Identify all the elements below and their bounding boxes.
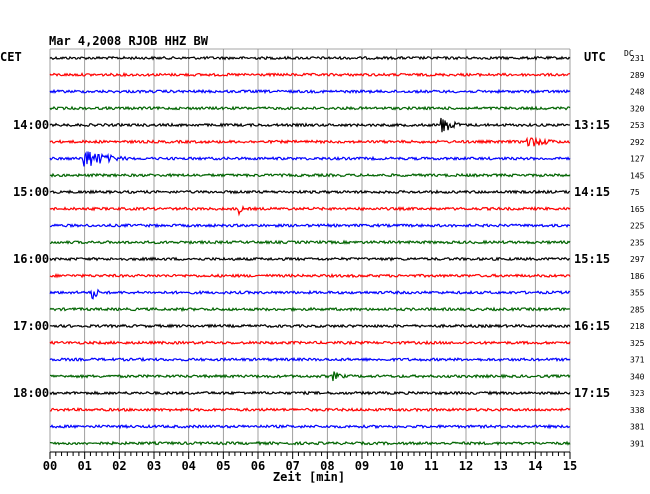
dc-value: 320 [630, 104, 645, 113]
right-timezone-label: UTC [584, 50, 606, 64]
left-time-labels: 14:00 15:00 16:00 17:00 18:00 [13, 118, 49, 400]
right-time-label: 13:15 [574, 118, 610, 132]
dc-value: 127 [630, 155, 645, 164]
trace-10 [49, 222, 571, 229]
dc-value: 355 [630, 289, 645, 298]
dc-value: 381 [630, 423, 645, 432]
right-time-label: 17:15 [574, 386, 610, 400]
right-time-label: 16:15 [574, 319, 610, 333]
trace-21 [49, 407, 571, 413]
right-time-labels: 13:15 14:15 15:15 16:15 17:15 [574, 118, 610, 400]
dc-value: 253 [630, 121, 645, 130]
dc-value: 225 [630, 222, 645, 231]
trace-2 [49, 88, 571, 95]
x-tick-label: 09 [355, 459, 369, 473]
dc-header-label: DC [624, 49, 634, 58]
grid [49, 48, 571, 452]
trace-14 [49, 288, 571, 300]
x-tick-label: 04 [181, 459, 195, 473]
trace-7 [49, 172, 571, 178]
dc-value: 338 [630, 406, 645, 415]
dc-value: 391 [630, 439, 645, 448]
right-time-label: 15:15 [574, 252, 610, 266]
x-tick-label: 13 [493, 459, 507, 473]
x-axis: 00 01 02 03 04 05 06 07 08 09 10 11 12 13 14 15 [43, 451, 577, 473]
trace-8 [49, 189, 571, 195]
trace-5 [49, 136, 571, 147]
left-time-label: 15:00 [13, 185, 49, 199]
dc-value: 297 [630, 255, 645, 264]
dc-value: 248 [630, 88, 645, 97]
left-time-label: 17:00 [13, 319, 49, 333]
chart-title: Mar 4,2008 RJOB HHZ BW [49, 34, 209, 48]
left-timezone-label: CET [0, 50, 22, 64]
dc-value-labels: 231 289 248 320 253 292 127 145 75 165 225 235 297 18… [630, 54, 645, 448]
x-tick-label: 01 [77, 459, 91, 473]
right-time-label: 14:15 [574, 185, 610, 199]
dc-value: 145 [630, 171, 645, 180]
trace-13 [49, 272, 571, 279]
trace-12 [49, 256, 571, 262]
trace-3 [49, 105, 571, 111]
trace-6 [49, 151, 571, 167]
dc-value: 75 [630, 188, 640, 197]
x-tick-label: 08 [320, 459, 334, 473]
dc-value: 165 [630, 205, 645, 214]
x-tick-label: 06 [251, 459, 265, 473]
trace-17 [49, 339, 571, 346]
dc-value: 289 [630, 71, 645, 80]
trace-15 [49, 306, 571, 313]
trace-1 [49, 71, 571, 78]
left-time-label: 14:00 [13, 118, 49, 132]
x-tick-label: 11 [424, 459, 438, 473]
trace-4 [49, 117, 571, 133]
trace-9 [49, 205, 571, 217]
left-time-label: 18:00 [13, 386, 49, 400]
dc-value: 340 [630, 372, 645, 381]
dc-value: 285 [630, 305, 645, 314]
trace-11 [49, 239, 571, 245]
x-tick-label: 05 [216, 459, 230, 473]
trace-23 [49, 440, 571, 446]
dc-value: 186 [630, 272, 645, 281]
trace-19 [49, 371, 571, 382]
dc-value: 235 [630, 238, 645, 247]
x-tick-label: 02 [112, 459, 126, 473]
x-tick-label: 12 [459, 459, 473, 473]
x-tick-label: 00 [43, 459, 57, 473]
dc-value: 231 [630, 54, 645, 63]
dc-value: 292 [630, 138, 645, 147]
dc-value: 218 [630, 322, 645, 331]
x-tick-label: 07 [285, 459, 299, 473]
dc-value: 325 [630, 339, 645, 348]
x-axis-label: Zeit [min] [273, 470, 345, 484]
x-tick-label: 03 [147, 459, 161, 473]
dc-value: 371 [630, 356, 645, 365]
x-tick-label: 10 [389, 459, 403, 473]
left-time-label: 16:00 [13, 252, 49, 266]
x-tick-label: 14 [528, 459, 542, 473]
trace-22 [49, 423, 571, 430]
traces [49, 55, 571, 446]
trace-18 [49, 356, 571, 363]
trace-0 [49, 55, 571, 61]
dc-value: 323 [630, 389, 645, 398]
trace-20 [49, 390, 571, 396]
x-tick-label: 15 [563, 459, 577, 473]
trace-16 [49, 323, 571, 329]
